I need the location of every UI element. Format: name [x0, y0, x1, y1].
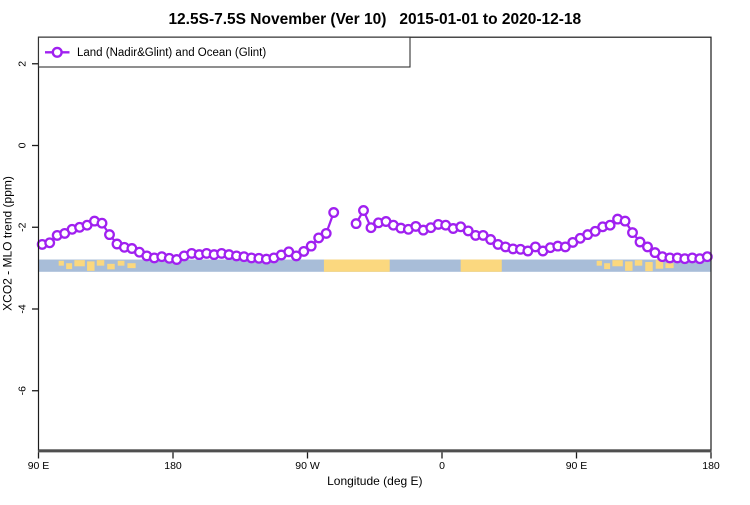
x-tick-label: 90 E [28, 460, 50, 472]
island-segment [74, 260, 85, 267]
island-segment [634, 260, 643, 266]
y-axis-title: XCO2 - MLO trend (ppm) [1, 176, 15, 311]
island-segment [127, 263, 136, 269]
legend-sample-marker-icon [51, 46, 63, 58]
island-segment [66, 263, 73, 270]
island-segment [96, 260, 105, 266]
land-ocean-strip [38, 259, 711, 272]
data-point [305, 240, 317, 252]
data-point [642, 241, 653, 253]
island-segment [58, 260, 64, 266]
data-point [559, 241, 571, 253]
data-series [36, 205, 713, 265]
data-point [619, 215, 631, 227]
x-tick-label: 180 [702, 460, 720, 472]
data-point [365, 222, 377, 234]
x-tick-label: 0 [439, 460, 445, 472]
data-point [485, 234, 497, 245]
data-point [313, 232, 325, 244]
island-segment [604, 263, 611, 270]
y-tick-label: -4 [17, 304, 29, 313]
data-point [604, 219, 616, 231]
data-point [627, 227, 638, 239]
island-segment [665, 263, 674, 269]
legend-box [37, 36, 411, 68]
land-segment [460, 259, 502, 272]
data-point [320, 227, 332, 239]
data-point [350, 218, 362, 230]
data-point [701, 251, 713, 263]
island-segment [117, 260, 125, 266]
data-point [328, 207, 340, 218]
x-tick-label: 90 W [295, 460, 320, 472]
axis-ticks: 90 E 180 90 W 0 90 E 180 2 0 -2 -4 -6 [17, 61, 720, 472]
data-point [358, 205, 369, 216]
data-point [96, 217, 108, 229]
island-segment [87, 261, 95, 271]
island-segment [655, 260, 664, 269]
island-segment [612, 260, 623, 267]
land-segment [323, 259, 390, 272]
data-point [462, 225, 474, 237]
x-axis-title: Longitude (deg E) [327, 474, 422, 488]
legend: Land (Nadir&Glint) and Ocean (Glint) [37, 36, 411, 68]
x-tick-label: 180 [164, 460, 182, 472]
data-point [104, 229, 115, 241]
y-tick-label: 2 [17, 61, 29, 67]
island-segment [107, 263, 115, 270]
data-point [589, 225, 601, 237]
data-point [298, 245, 310, 257]
plot-border [37, 36, 712, 451]
island-segment [596, 260, 602, 266]
island-segment [625, 261, 633, 271]
legend-label: Land (Nadir&Glint) and Ocean (Glint) [77, 47, 266, 59]
x-tick-label: 90 E [566, 460, 588, 472]
y-tick-label: -6 [17, 386, 29, 395]
data-point [44, 237, 56, 249]
data-point [634, 236, 646, 248]
chart-title: 12.5S-7.5S November (Ver 10) 2015-01-01 … [168, 11, 581, 28]
y-tick-label: -2 [17, 222, 29, 231]
data-point [290, 250, 302, 262]
y-tick-label: 0 [17, 142, 29, 148]
island-segment [645, 261, 653, 272]
